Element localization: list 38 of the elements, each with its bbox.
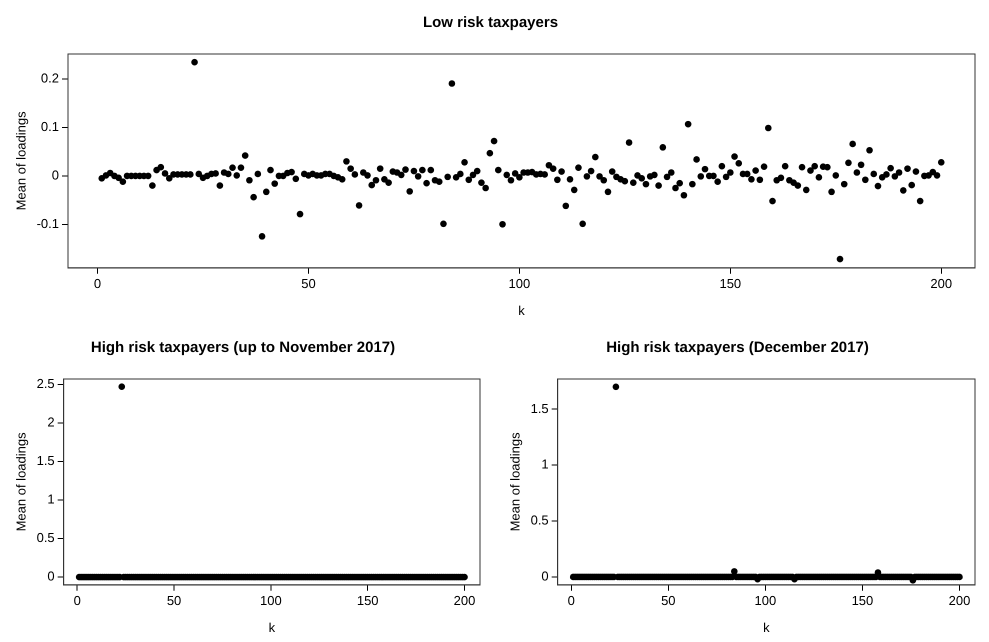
y-tick-label: 1.5 — [530, 400, 549, 416]
x-tick-label: 50 — [301, 276, 316, 292]
y-axis-title: Mean of loadings — [13, 432, 28, 532]
x-tick-label: 100 — [508, 276, 530, 292]
x-tick-label: 0 — [568, 593, 575, 608]
y-tick-label: 0.2 — [40, 70, 59, 86]
y-tick-label: 0 — [541, 568, 549, 584]
y-axis-title: Mean of loadings — [507, 432, 522, 532]
x-tick-label: 50 — [166, 593, 182, 608]
chart-title: High risk taxpayers (December 2017) — [606, 339, 869, 356]
y-tick-label: 0 — [47, 568, 55, 584]
x-tick-label: 0 — [74, 593, 81, 608]
x-tick-label: 150 — [852, 593, 874, 608]
x-axis-title: k — [268, 620, 276, 635]
y-tick-label: 2.5 — [36, 376, 55, 391]
x-tick-label: 150 — [719, 276, 742, 292]
y-tick-label: 1 — [541, 456, 549, 472]
x-tick-label: 0 — [94, 276, 102, 292]
x-tick-label: 100 — [260, 593, 282, 608]
x-tick-label: 50 — [661, 593, 676, 608]
y-tick-label: 0.1 — [40, 119, 59, 134]
y-tick-label: -0.1 — [36, 216, 59, 231]
y-tick-label: 0 — [52, 167, 59, 182]
y-tick-label: 1 — [47, 492, 55, 507]
x-tick-label: 200 — [948, 593, 970, 608]
y-tick-label: 0.5 — [36, 530, 55, 546]
y-tick-label: 0.5 — [530, 512, 549, 528]
x-tick-label: 200 — [930, 276, 952, 292]
x-axis-title: k — [518, 302, 526, 318]
x-tick-label: 100 — [754, 593, 776, 608]
x-tick-label: 200 — [454, 593, 476, 608]
chart-title: Low risk taxpayers — [422, 14, 558, 32]
x-axis-title: k — [763, 620, 770, 635]
y-tick-label: 1.5 — [36, 453, 55, 468]
y-axis-title: Mean of loadings — [13, 110, 28, 210]
y-tick-label: 2 — [47, 414, 55, 430]
chart-title: High risk taxpayers (up to November 2017) — [90, 339, 396, 356]
x-tick-label: 150 — [356, 593, 379, 608]
